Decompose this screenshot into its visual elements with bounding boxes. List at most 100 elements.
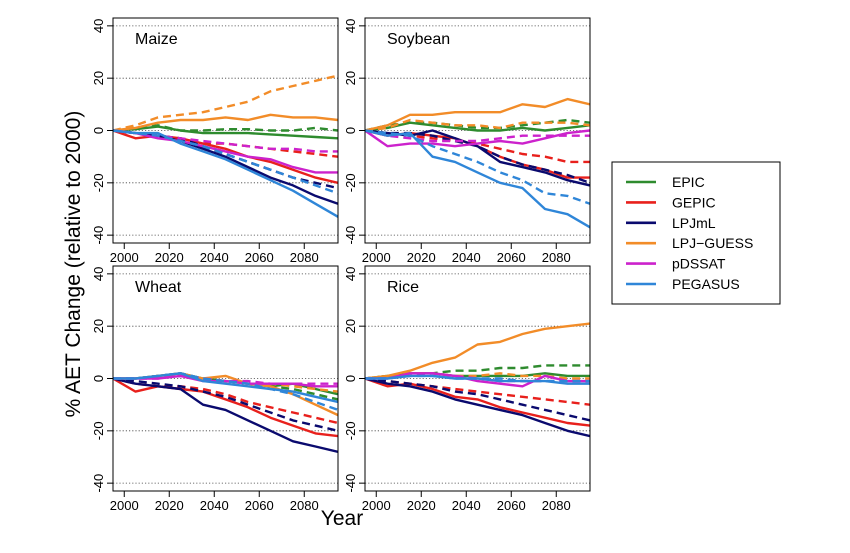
series-line-lpjml-dashed [365, 129, 590, 184]
panel-title: Wheat [135, 279, 182, 296]
x-tick-label: 2040 [200, 250, 229, 265]
series-line-pegasus-solid [113, 129, 338, 218]
legend-item-lpj-guess: LPJ−GUESS [626, 235, 753, 251]
x-tick-label: 2060 [497, 498, 526, 513]
x-tick-label: 2020 [407, 250, 436, 265]
legend-label: LPJ−GUESS [672, 235, 753, 251]
x-tick-label: 2040 [200, 498, 229, 513]
series-line-gepic-dashed [365, 377, 590, 406]
x-tick-label: 2020 [407, 498, 436, 513]
x-tick-label: 2040 [452, 498, 481, 513]
y-tick-label: 0 [91, 127, 106, 134]
x-tick-label: 2080 [290, 250, 319, 265]
legend-item-gepic: GEPIC [626, 194, 716, 210]
x-tick-label: 2000 [362, 250, 391, 265]
y-tick-label: -20 [91, 421, 106, 440]
series-line-epic-dashed [113, 124, 338, 132]
y-tick-label: 0 [343, 375, 358, 382]
series-line-lpj-guess-dashed [113, 74, 338, 132]
x-tick-label: 2080 [542, 498, 571, 513]
series-line-pdssat-dashed [365, 129, 590, 143]
series-line-pdssat-solid [365, 372, 590, 388]
series-line-lpj-guess-dashed [113, 374, 338, 393]
series-line-epic-dashed [365, 118, 590, 132]
series-line-epic-dashed [365, 364, 590, 380]
series-line-lpjml-solid [365, 129, 590, 187]
y-tick-label: 40 [91, 19, 106, 33]
legend-box [611, 161, 781, 305]
series-line-epic-solid [113, 125, 338, 140]
y-tick-label: 20 [91, 71, 106, 85]
series-line-pegasus-dashed [365, 374, 590, 383]
legend-item-pegasus: PEGASUS [626, 276, 740, 292]
y-tick-label: 40 [91, 267, 106, 281]
panel-title: Soybean [387, 31, 450, 48]
y-tick-label: 20 [343, 319, 358, 333]
y-tick-label: -20 [91, 173, 106, 192]
series-line-lpj-guess-solid [113, 113, 338, 132]
x-axis-label: Year [321, 507, 363, 530]
x-tick-label: 2060 [245, 498, 274, 513]
series-group [113, 372, 338, 453]
y-tick-label: 20 [91, 319, 106, 333]
series-line-pdssat-dashed [113, 374, 338, 385]
series-line-pdssat-solid [113, 129, 338, 174]
series-line-lpjml-solid [365, 377, 590, 438]
y-tick-label: 20 [343, 71, 358, 85]
series-line-pegasus-solid [113, 372, 338, 404]
y-tick-label: -40 [343, 474, 358, 493]
series-group [365, 97, 590, 229]
y-tick-label: -40 [343, 226, 358, 245]
legend-item-pdssat: pDSSAT [626, 256, 726, 272]
panel-title: Rice [387, 279, 419, 296]
y-tick-label: -20 [343, 173, 358, 192]
legend-label: LPJmL [672, 215, 716, 231]
series-line-gepic-dashed [113, 129, 338, 158]
legend: EPIC GEPIC LPJmL LPJ−GUESS pDSSAT PEGASUS [611, 161, 781, 305]
x-tick-label: 2080 [290, 498, 319, 513]
series-line-gepic-solid [365, 129, 590, 179]
x-tick-label: 2080 [542, 250, 571, 265]
series-line-pegasus-dashed [365, 129, 590, 205]
series-line-gepic-dashed [365, 129, 590, 164]
x-tick-label: 2000 [110, 250, 139, 265]
legend-label: GEPIC [672, 194, 716, 210]
legend-label: EPIC [672, 174, 705, 190]
x-tick-label: 2020 [155, 250, 184, 265]
y-tick-label: 40 [343, 19, 358, 33]
series-group [113, 74, 338, 218]
legend-label: pDSSAT [672, 256, 726, 272]
y-tick-label: -20 [343, 421, 358, 440]
y-tick-label: 0 [343, 127, 358, 134]
x-tick-label: 2000 [362, 498, 391, 513]
series-line-pdssat-dashed [113, 129, 338, 153]
x-tick-label: 2060 [245, 250, 274, 265]
x-tick-label: 2020 [155, 498, 184, 513]
y-tick-label: 40 [343, 267, 358, 281]
series-line-lpj-guess-solid [365, 322, 590, 380]
y-axis-label: % AET Change (relative to 2000) [62, 111, 85, 418]
series-line-pegasus-dashed [113, 129, 338, 195]
x-tick-label: 2040 [452, 250, 481, 265]
series-line-lpjml-solid [113, 129, 338, 205]
series-line-lpj-guess-solid [365, 97, 590, 132]
series-line-lpjml-solid [113, 377, 338, 453]
x-tick-label: 2000 [110, 498, 139, 513]
series-line-gepic-solid [113, 377, 338, 438]
series-line-pegasus-solid [365, 129, 590, 229]
panel-title: Maize [135, 31, 178, 48]
legend-item-lpjml: LPJmL [626, 215, 716, 231]
series-line-epic-solid [365, 121, 590, 132]
series-group [365, 322, 590, 438]
y-tick-label: 0 [91, 375, 106, 382]
y-tick-label: -40 [91, 226, 106, 245]
legend-item-epic: EPIC [626, 174, 705, 190]
series-line-epic-dashed [113, 374, 338, 401]
y-tick-label: -40 [91, 474, 106, 493]
